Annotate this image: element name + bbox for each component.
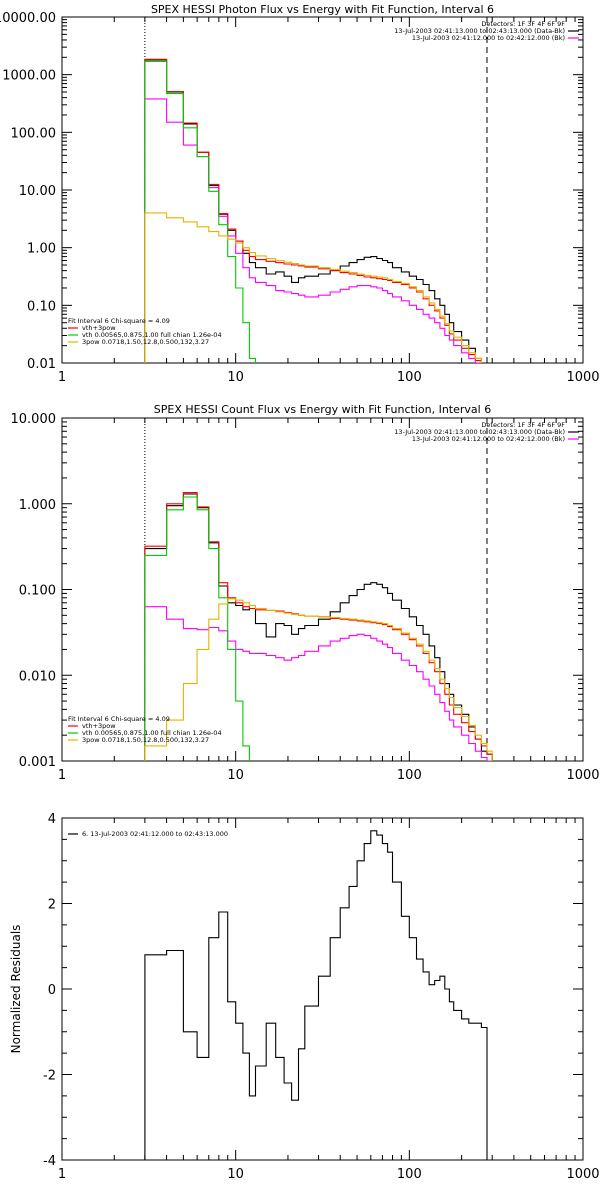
y-tick-label: 0.100 (19, 584, 56, 599)
y-tick-label: 0.001 (19, 755, 56, 770)
y-tick-label: 10.000 (11, 412, 57, 427)
series-line-3 (144, 60, 257, 363)
x-tick-label: 100 (397, 370, 422, 385)
x-tick-label: 100 (397, 1167, 422, 1182)
series-line-2 (144, 606, 493, 761)
legend-entry: 3pow 0.0718,1.50,12.8,0.500,132,3.27 (82, 736, 209, 744)
info-line: 13-Jul-2003 02:41:13.000 to 02:43:13.000… (394, 428, 565, 436)
series-line-3 (144, 496, 250, 761)
info-line: 13-Jul-2003 02:41:12.000 to 02:42:12.000… (412, 435, 565, 443)
legend-entry: vth+3pow (82, 324, 116, 332)
legend-entry: Fit Interval 6 Chi-square = 4.09 (68, 715, 170, 723)
y-tick-label: -2 (43, 1069, 56, 1084)
legend-entry: 6. 13-Jul-2003 02:41:12.000 to 02:43:13.… (82, 830, 228, 838)
info-line: 13-Jul-2003 02:41:12.000 to 02:42:12.000… (412, 34, 565, 42)
count-flux-panel: SPEX HESSI Count Flux vs Energy with Fit… (11, 403, 600, 783)
y-tick-label: 10.00 (19, 184, 56, 199)
legend-entry: vth 0.00565,0.875,1.00 full chian 1.26e-… (82, 331, 222, 339)
y-tick-label: 0.01 (27, 357, 56, 372)
photon-flux-panel: SPEX HESSI Photon Flux vs Energy with Fi… (0, 3, 600, 385)
x-tick-label: 100 (397, 768, 422, 783)
y-tick-label: 4 (48, 812, 56, 827)
legend-entry: vth 0.00565,0.875,1.00 full chian 1.26e-… (82, 729, 222, 737)
plot-frame (61, 417, 584, 762)
x-tick-label: 10 (227, 370, 244, 385)
y-tick-label: 10000.00 (0, 11, 56, 26)
info-line: 13-Jul-2003 02:41:13.000 to 02:43:13.000… (394, 27, 565, 35)
y-tick-label: 0.010 (19, 669, 56, 684)
legend-entry: Fit Interval 6 Chi-square = 4.09 (68, 317, 170, 325)
info-line: Detectors: 1F 3F 4F 6F 9F (481, 421, 565, 429)
series-line-4 (144, 598, 493, 761)
chart-title: SPEX HESSI Photon Flux vs Energy with Fi… (151, 3, 494, 16)
y-axis-label: Normalized Residuals (9, 925, 23, 1054)
y-tick-label: 0 (48, 983, 56, 998)
chart-title: SPEX HESSI Count Flux vs Energy with Fit… (154, 403, 491, 416)
x-tick-label: 10 (227, 1167, 244, 1182)
y-tick-label: 2 (48, 898, 56, 913)
series-line-4 (144, 212, 482, 363)
x-tick-label: 1 (58, 1167, 66, 1182)
x-tick-label: 1 (58, 768, 66, 783)
x-tick-label: 1000 (566, 768, 599, 783)
series-line-0 (144, 830, 488, 1160)
y-tick-label: 1.000 (19, 498, 56, 513)
plot-frame (61, 16, 584, 364)
legend-entry: vth+3pow (82, 722, 116, 730)
y-tick-label: -4 (43, 1154, 56, 1169)
x-tick-label: 1000 (566, 370, 599, 385)
y-tick-label: 1000.00 (2, 69, 56, 84)
y-tick-label: 1.00 (27, 242, 56, 257)
plot-frame (61, 817, 584, 1161)
residuals-panel: 1 10 100 1000 -4 -2 0 2 4 Normalized Residuals 6. … (9, 812, 600, 1182)
x-tick-label: 1000 (566, 1167, 599, 1182)
y-tick-label: 100.00 (11, 126, 57, 141)
y-tick-label: 0.10 (27, 299, 56, 314)
x-tick-label: 1 (58, 370, 66, 385)
x-tick-label: 10 (227, 768, 244, 783)
legend-entry: 3pow 0.0718,1.50,12.8,0.500,132,3.27 (82, 338, 209, 346)
info-line: Detectors: 1F 3F 4F 6F 9F (481, 20, 565, 28)
